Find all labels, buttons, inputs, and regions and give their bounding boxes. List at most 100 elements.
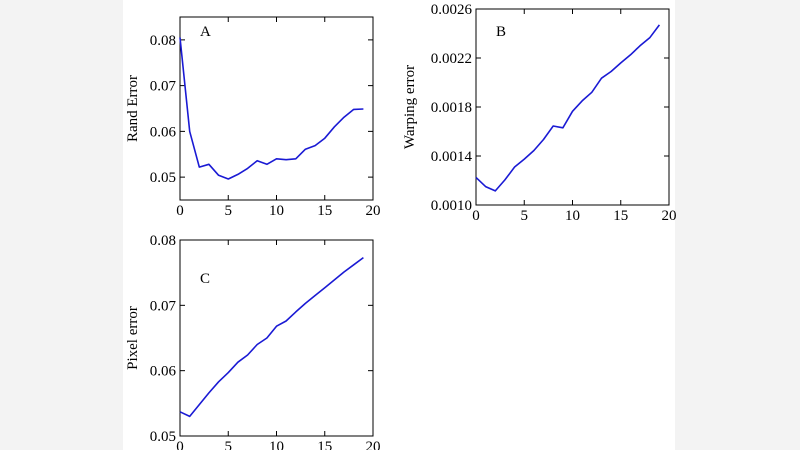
chart-c: 0 5 10 15 20 0.05 0.06 0.07 0.08 Pixel error C (125, 233, 381, 450)
data-point (294, 310, 297, 313)
data-point (314, 294, 317, 297)
data-point (207, 163, 210, 166)
data-point (246, 353, 249, 356)
chart-a: 0 5 10 15 20 0.05 0.06 0.07 0.08 Rand Error A (125, 16, 381, 219)
data-point (352, 108, 355, 111)
x-tick-label: 5 (225, 439, 233, 450)
data-point (658, 23, 661, 26)
data-point (629, 53, 632, 56)
y-tick-label: 0.0022 (431, 51, 472, 67)
x-tick-label: 15 (317, 439, 332, 450)
data-point (610, 70, 613, 73)
data-point (179, 36, 182, 39)
x-tick-label: 15 (317, 203, 332, 219)
y-tick-label: 0.06 (150, 124, 177, 140)
data-point (304, 148, 307, 151)
data-point (323, 137, 326, 140)
data-point (285, 320, 288, 323)
data-point (179, 410, 182, 413)
data-point (294, 157, 297, 160)
data-point (561, 126, 564, 129)
data-point (552, 124, 555, 127)
data-point (648, 36, 651, 39)
data-point (275, 325, 278, 328)
data-point (362, 107, 365, 110)
data-point (188, 130, 191, 133)
y-tick-label: 0.0018 (431, 100, 472, 116)
y-tick-label: 0.0026 (431, 2, 473, 18)
x-tick-label: 5 (521, 208, 529, 224)
data-point (246, 167, 249, 170)
data-point (198, 403, 201, 406)
x-tick-label: 15 (613, 208, 628, 224)
data-point (285, 158, 288, 161)
data-point (494, 189, 497, 192)
x-tick-label: 5 (225, 203, 233, 219)
y-axis-label: Pixel error (125, 306, 141, 370)
x-tick-label: 10 (565, 208, 580, 224)
data-point (188, 415, 191, 418)
data-point (590, 91, 593, 94)
data-point (532, 149, 535, 152)
series-line (179, 256, 364, 418)
data-point (600, 77, 603, 80)
data-point (581, 99, 584, 102)
y-tick-label: 0.08 (150, 33, 176, 49)
data-point (333, 278, 336, 281)
y-tick-label: 0.05 (150, 170, 176, 186)
y-tick-label: 0.06 (150, 364, 177, 380)
panel-letter: A (200, 24, 211, 40)
x-tick-label: 10 (269, 439, 284, 450)
data-point (362, 256, 365, 259)
panel-letter: C (200, 271, 210, 287)
data-point (217, 380, 220, 383)
data-point (227, 177, 230, 180)
x-tick-label: 0 (176, 203, 184, 219)
x-tick-label: 20 (366, 439, 381, 450)
data-point (323, 286, 326, 289)
y-tick-label: 0.07 (150, 298, 177, 314)
x-tick-label: 10 (269, 203, 284, 219)
data-point (227, 371, 230, 374)
x-tick-label: 20 (366, 203, 381, 219)
data-point (217, 174, 220, 177)
data-point (523, 158, 526, 161)
y-axis-label: Rand Error (125, 75, 141, 142)
data-point (207, 391, 210, 394)
chart-b: 0 5 10 15 20 0.0010 0.0014 0.0018 0.0022 0.0026 Wa… (402, 2, 677, 224)
data-point (256, 343, 259, 346)
data-point (333, 125, 336, 128)
y-axis-label: Warping error (402, 65, 418, 149)
y-tick-label: 0.05 (150, 429, 176, 445)
data-point (513, 166, 516, 169)
data-point (343, 271, 346, 274)
data-point (265, 163, 268, 166)
data-point (236, 361, 239, 364)
data-point (304, 302, 307, 305)
data-point (265, 337, 268, 340)
series-line (475, 24, 661, 192)
figure-panel (123, 0, 675, 450)
y-tick-label: 0.0014 (431, 149, 473, 165)
data-point (314, 144, 317, 147)
x-tick-label: 0 (472, 208, 480, 224)
data-point (542, 138, 545, 141)
data-point (619, 61, 622, 64)
data-point (256, 159, 259, 162)
plot-frame (179, 16, 374, 201)
x-tick-label: 20 (662, 208, 677, 224)
data-point (475, 176, 478, 179)
y-tick-label: 0.08 (150, 233, 176, 249)
x-tick-label: 0 (176, 439, 184, 450)
data-point (236, 173, 239, 176)
series-line (179, 37, 364, 180)
panel-letter: B (496, 24, 506, 40)
data-point (639, 44, 642, 47)
y-tick-label: 0.0010 (431, 198, 472, 214)
data-point (484, 185, 487, 188)
data-point (352, 263, 355, 266)
y-tick-label: 0.07 (150, 79, 177, 95)
data-point (503, 178, 506, 181)
data-point (198, 166, 201, 169)
